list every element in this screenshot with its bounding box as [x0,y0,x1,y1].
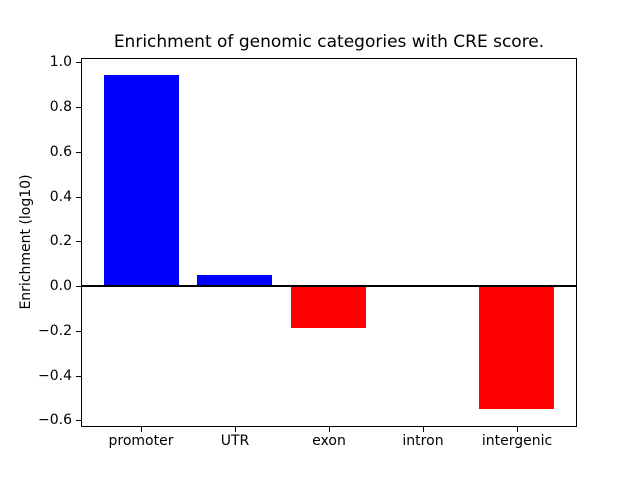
y-tick [76,197,81,198]
y-tick [76,331,81,332]
y-tick [76,241,81,242]
y-tick-label: −0.2 [38,323,72,339]
bar-exon [291,286,366,328]
x-tick-label: intergenic [481,433,553,449]
y-tick-label: 0.8 [49,99,72,115]
y-tick [76,62,81,63]
y-tick-label: 0.2 [49,233,72,249]
x-tick [329,427,330,432]
x-tick [141,427,142,432]
x-tick [423,427,424,432]
y-tick-label: 0.6 [49,144,72,160]
y-tick-label: −0.6 [38,412,72,428]
x-tick [235,427,236,432]
y-tick [76,420,81,421]
y-tick [76,286,81,287]
x-tick-label: promoter [108,433,174,449]
chart-title: Enrichment of genomic categories with CR… [113,32,545,52]
zero-line [81,285,577,287]
y-tick-label: 0.4 [49,189,72,205]
y-tick [76,376,81,377]
y-tick [76,107,81,108]
y-tick-label: 0.0 [49,278,72,294]
y-tick [76,152,81,153]
bar-intergenic [479,286,554,409]
x-tick-label: intron [402,433,444,449]
y-tick-label: −0.4 [38,368,72,384]
x-tick-label: UTR [220,433,250,449]
y-tick-label: 1.0 [49,54,72,70]
bar-utr [197,275,272,286]
x-tick [517,427,518,432]
bar-promoter [104,75,179,286]
x-tick-label: exon [312,433,346,449]
